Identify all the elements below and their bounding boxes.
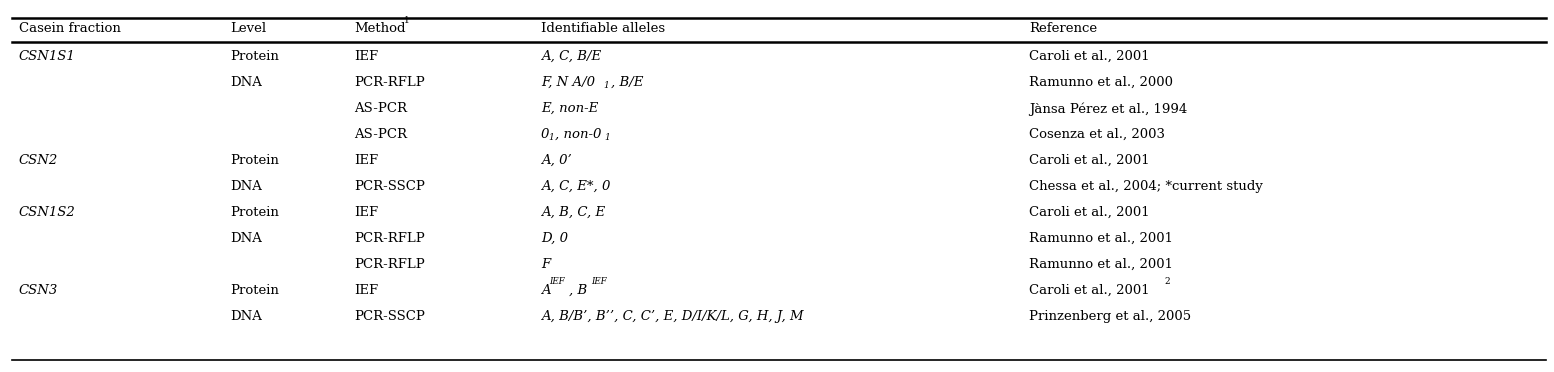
Text: Ramunno et al., 2000: Ramunno et al., 2000 (1029, 76, 1173, 89)
Text: Chessa et al., 2004; *current study: Chessa et al., 2004; *current study (1029, 180, 1262, 193)
Text: DNA: DNA (230, 180, 263, 193)
Text: IEF: IEF (591, 277, 606, 286)
Text: CSN1S2: CSN1S2 (19, 206, 76, 219)
Text: Caroli et al., 2001: Caroli et al., 2001 (1029, 50, 1150, 63)
Text: AS-PCR: AS-PCR (354, 102, 407, 115)
Text: PCR-RFLP: PCR-RFLP (354, 76, 426, 89)
Text: PCR-RFLP: PCR-RFLP (354, 258, 426, 271)
Text: CSN1S1: CSN1S1 (19, 50, 76, 63)
Text: A, B, C, E: A, B, C, E (541, 206, 605, 219)
Text: DNA: DNA (230, 76, 263, 89)
Text: Ramunno et al., 2001: Ramunno et al., 2001 (1029, 258, 1173, 271)
Text: Protein: Protein (230, 50, 278, 63)
Text: Cosenza et al., 2003: Cosenza et al., 2003 (1029, 128, 1166, 141)
Text: Caroli et al., 2001: Caroli et al., 2001 (1029, 154, 1150, 167)
Text: IEF: IEF (354, 206, 379, 219)
Text: A, B/B’, B’’, C, C’, E, D/I/K/L, G, H, J, M: A, B/B’, B’’, C, C’, E, D/I/K/L, G, H, J… (541, 310, 803, 323)
Text: 2: 2 (1166, 277, 1170, 286)
Text: Casein fraction: Casein fraction (19, 22, 121, 35)
Text: CSN2: CSN2 (19, 154, 57, 167)
Text: F: F (541, 258, 550, 271)
Text: IEF: IEF (354, 154, 379, 167)
Text: , B/E: , B/E (611, 76, 643, 89)
Text: Protein: Protein (230, 206, 278, 219)
Text: Prinzenberg et al., 2005: Prinzenberg et al., 2005 (1029, 310, 1190, 323)
Text: CSN3: CSN3 (19, 284, 57, 297)
Text: PCR-SSCP: PCR-SSCP (354, 310, 426, 323)
Text: A, C, E*, 0: A, C, E*, 0 (541, 180, 611, 193)
Text: IEF: IEF (549, 277, 564, 286)
Text: , B: , B (569, 284, 587, 297)
Text: Method: Method (354, 22, 406, 35)
Text: DNA: DNA (230, 310, 263, 323)
Text: 1: 1 (549, 133, 555, 142)
Text: 1: 1 (605, 133, 611, 142)
Text: 1: 1 (404, 16, 410, 25)
Text: A, C, B/E: A, C, B/E (541, 50, 601, 63)
Text: PCR-RFLP: PCR-RFLP (354, 232, 426, 245)
Text: D, 0: D, 0 (541, 232, 567, 245)
Text: Identifiable alleles: Identifiable alleles (541, 22, 665, 35)
Text: , non-0: , non-0 (555, 128, 601, 141)
Text: 0: 0 (541, 128, 549, 141)
Text: Caroli et al., 2001: Caroli et al., 2001 (1029, 206, 1150, 219)
Text: E, non-E: E, non-E (541, 102, 598, 115)
Text: F, N A/0: F, N A/0 (541, 76, 595, 89)
Text: Jànsa Pérez et al., 1994: Jànsa Pérez et al., 1994 (1029, 102, 1187, 115)
Text: A: A (541, 284, 550, 297)
Text: Level: Level (230, 22, 266, 35)
Text: Protein: Protein (230, 284, 278, 297)
Text: AS-PCR: AS-PCR (354, 128, 407, 141)
Text: IEF: IEF (354, 284, 379, 297)
Text: Reference: Reference (1029, 22, 1097, 35)
Text: A, 0’: A, 0’ (541, 154, 572, 167)
Text: DNA: DNA (230, 232, 263, 245)
Text: Ramunno et al., 2001: Ramunno et al., 2001 (1029, 232, 1173, 245)
Text: IEF: IEF (354, 50, 379, 63)
Text: PCR-SSCP: PCR-SSCP (354, 180, 426, 193)
Text: Caroli et al., 2001: Caroli et al., 2001 (1029, 284, 1150, 297)
Text: 1: 1 (605, 81, 609, 90)
Text: Protein: Protein (230, 154, 278, 167)
